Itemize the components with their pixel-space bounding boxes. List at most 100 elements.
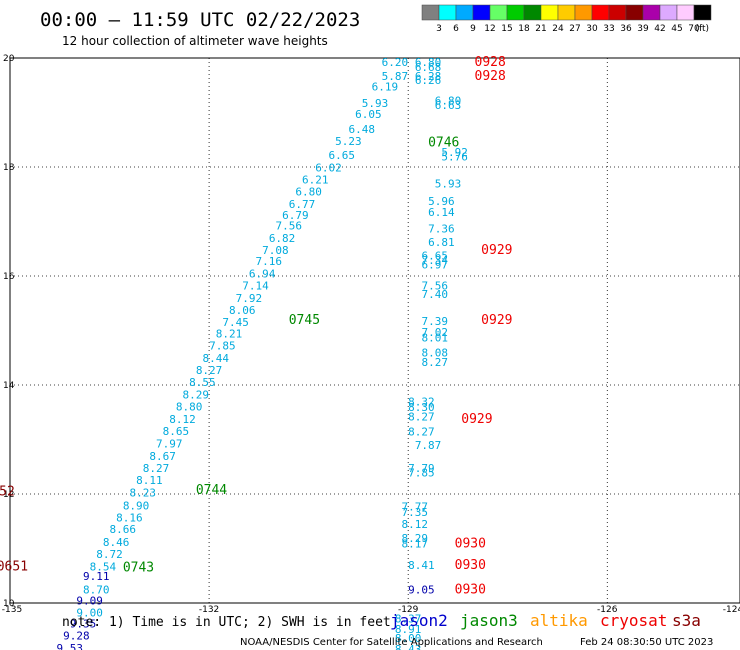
wave-height-point: 8.54 bbox=[90, 560, 117, 573]
legend-entry: cryosat bbox=[600, 611, 667, 630]
wave-height-point: 8.67 bbox=[149, 450, 176, 463]
wave-height-point: 8.11 bbox=[136, 474, 163, 487]
y-tick-label: 18 bbox=[3, 163, 15, 173]
color-swatch bbox=[523, 4, 542, 21]
color-scale-unit: (ft) bbox=[695, 24, 709, 34]
wave-height-point: 7.39 bbox=[421, 315, 448, 328]
pass-time-label: 0930 bbox=[455, 536, 486, 551]
wave-height-point: 8.27 bbox=[143, 462, 170, 475]
wave-height-point: 8.70 bbox=[83, 584, 110, 597]
wave-height-point: 7.56 bbox=[275, 220, 302, 233]
color-scale-label: 45 bbox=[671, 24, 682, 34]
wave-height-point: 9.00 bbox=[76, 607, 103, 620]
x-tick-label: -132 bbox=[199, 605, 219, 615]
x-tick-label: -124 bbox=[723, 605, 740, 615]
wave-height-point: 8.27 bbox=[408, 410, 435, 423]
axis-ticks: -135-132-129-126-123-124201816141210 bbox=[2, 54, 740, 615]
wave-height-point: 8.41 bbox=[408, 559, 435, 572]
color-swatch bbox=[625, 4, 644, 21]
color-swatch bbox=[455, 4, 474, 21]
wave-height-point: 5.76 bbox=[441, 150, 468, 163]
color-swatch bbox=[693, 4, 712, 21]
wave-height-point: 8.29 bbox=[402, 532, 429, 545]
pass-time-label: 0929 bbox=[481, 243, 512, 258]
wave-height-point: 8.01 bbox=[421, 331, 448, 344]
wave-height-point: 8.06 bbox=[229, 304, 256, 317]
pass-time-label: 0651 bbox=[0, 559, 28, 574]
wave-height-point: 7.35 bbox=[402, 506, 429, 519]
color-scale-label: 39 bbox=[637, 24, 649, 34]
color-swatch bbox=[489, 4, 508, 21]
y-tick-label: 16 bbox=[3, 272, 15, 282]
wave-height-point: 6.80 bbox=[435, 94, 462, 107]
wave-height-point: 6.94 bbox=[249, 268, 276, 281]
wave-height-point: 8.23 bbox=[129, 487, 156, 500]
color-swatch bbox=[421, 4, 440, 21]
wave-height-point: 8.65 bbox=[163, 425, 190, 438]
color-scale-label: 21 bbox=[535, 24, 546, 34]
footnote: note: 1) Time is in UTC; 2) SWH is in fe… bbox=[62, 615, 391, 630]
wave-height-point: 7.45 bbox=[222, 316, 249, 329]
wave-height-point: 7.34 bbox=[421, 254, 448, 267]
wave-height-point: 8.29 bbox=[183, 389, 210, 402]
legend-entry: jason2 bbox=[390, 611, 448, 630]
data-points: 6.20 6.806.685.87 6.286.266.195.93 6.806.63… bbox=[56, 56, 468, 650]
color-swatch bbox=[659, 4, 678, 21]
wave-height-point: 6.79 bbox=[282, 209, 309, 222]
y-tick-label: 14 bbox=[3, 381, 15, 391]
wave-height-point: 9.11 bbox=[83, 570, 110, 583]
wave-height-point: 8.27 bbox=[196, 364, 223, 377]
wave-height-point: 6.21 bbox=[302, 173, 329, 186]
color-scale-label: 24 bbox=[552, 24, 564, 34]
wave-height-point: 8.37 bbox=[395, 613, 422, 626]
wave-height-point: 9.09 bbox=[76, 595, 103, 608]
wave-height-point: 5.93 bbox=[435, 178, 462, 191]
legend: jason2 jason3 altika cryosat s3a bbox=[390, 611, 701, 630]
wave-height-point: 6.19 bbox=[372, 81, 399, 94]
wave-height-point: 9.53 bbox=[56, 642, 83, 650]
wave-height-point: 8.08 bbox=[421, 347, 448, 360]
color-scale-label: 33 bbox=[603, 24, 614, 34]
pass-time-label: 0745 bbox=[289, 313, 320, 328]
wave-height-point: 6.26 bbox=[415, 74, 442, 87]
wave-height-point: 7.40 bbox=[421, 288, 448, 301]
wave-height-point: 8.80 bbox=[176, 401, 203, 414]
wave-height-point: 8.66 bbox=[110, 523, 137, 536]
color-swatch bbox=[574, 4, 593, 21]
wave-height-point: 6.80 bbox=[415, 56, 442, 69]
wave-height-point: 8.44 bbox=[202, 352, 229, 365]
color-scale-label: 12 bbox=[484, 24, 495, 34]
color-scale-label: 42 bbox=[654, 24, 665, 34]
wave-height-point: 6.65 bbox=[329, 149, 356, 162]
pass-time-label: 0930 bbox=[455, 583, 486, 598]
wave-height-point: 6.77 bbox=[289, 198, 316, 211]
pass-time-label: 0930 bbox=[455, 558, 486, 573]
wave-height-point: 7.79 bbox=[408, 462, 435, 475]
wave-height-point: 7.16 bbox=[256, 255, 283, 268]
wave-height-point: 6.20 bbox=[382, 56, 409, 69]
wave-height-point: 8.17 bbox=[402, 537, 429, 550]
wave-height-point: 8.12 bbox=[402, 518, 429, 531]
color-scale-label: 70 bbox=[688, 24, 700, 34]
wave-height-point: 7.87 bbox=[415, 439, 442, 452]
wave-height-point: 8.27 bbox=[421, 356, 448, 369]
color-scale-label: 18 bbox=[518, 24, 530, 34]
wave-height-point: 8.30 bbox=[395, 648, 422, 650]
wave-height-point: 8.21 bbox=[216, 328, 243, 341]
color-swatch bbox=[676, 4, 695, 21]
wave-height-point: 6.28 bbox=[415, 70, 442, 83]
wave-height-point: 8.12 bbox=[169, 413, 196, 426]
x-tick-label: -126 bbox=[597, 605, 618, 615]
color-scale: 3 6 9 12 15 18 21 24 27 30 33 36 39 42 45 70(ft) bbox=[421, 4, 712, 34]
pass-time-label: 0929 bbox=[461, 412, 492, 427]
wave-height-point: 6.65 bbox=[421, 250, 448, 263]
y-tick-label: 20 bbox=[3, 54, 15, 64]
wave-height-point: 8.90 bbox=[123, 499, 149, 512]
wave-height-point: 7.85 bbox=[209, 340, 236, 353]
plot-frame bbox=[9, 57, 740, 604]
timestamp-text: Feb 24 08:30:50 UTC 2023 bbox=[580, 637, 713, 648]
wave-height-point: 8.16 bbox=[116, 511, 143, 524]
wave-height-point: 6.02 bbox=[315, 161, 342, 174]
wave-height-point: 6.05 bbox=[355, 108, 382, 121]
